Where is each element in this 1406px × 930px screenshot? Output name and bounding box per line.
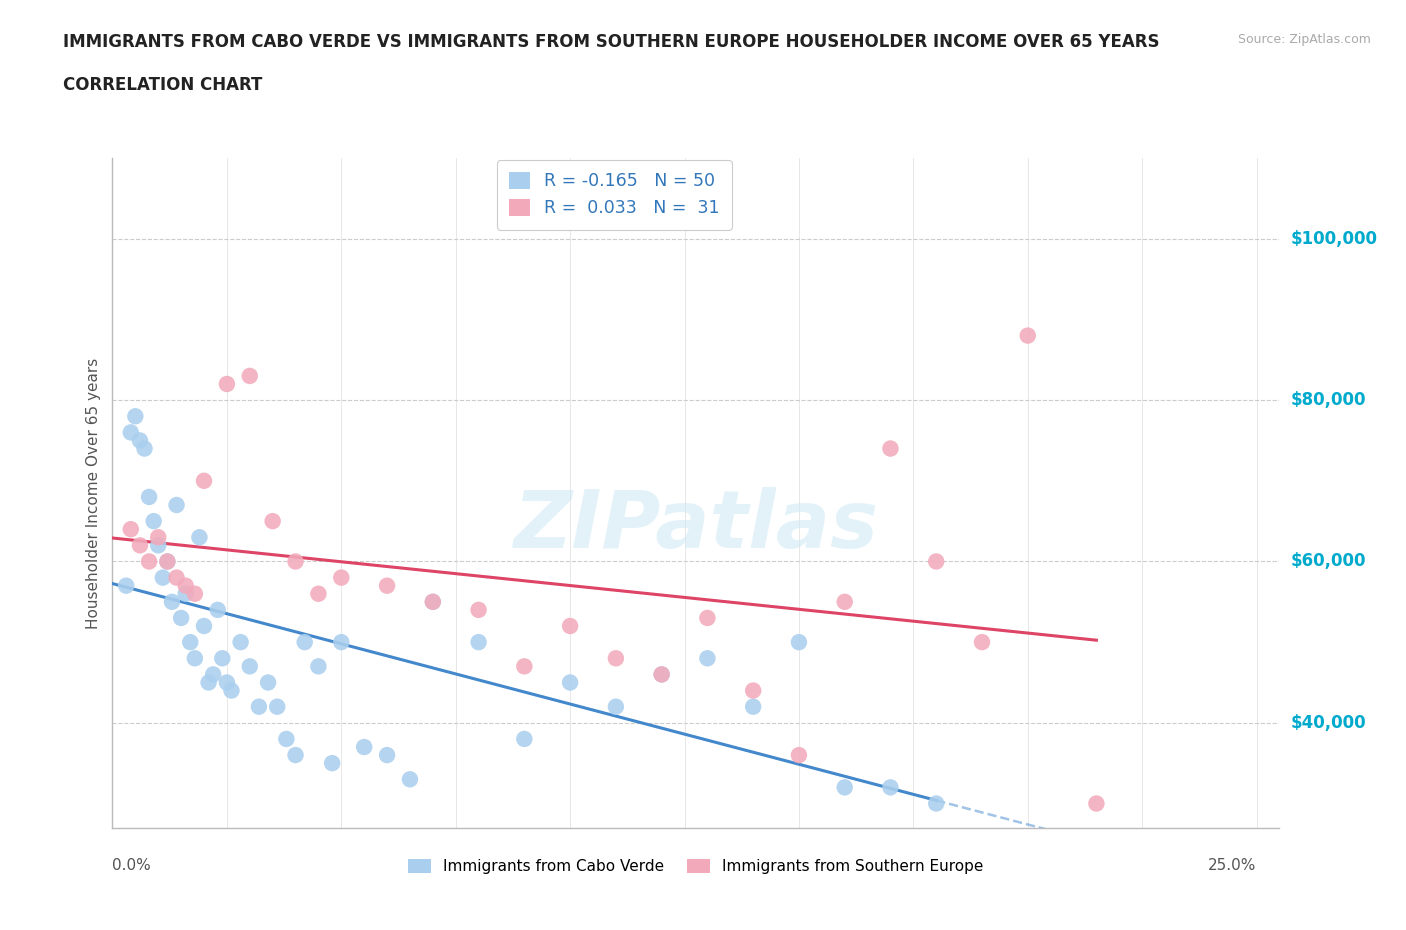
Point [422,594,444,609]
Point [742,699,765,714]
Point [129,538,152,552]
Point [375,578,398,593]
Point [129,433,152,448]
Point [148,530,170,545]
Point [193,473,215,488]
Point [266,699,288,714]
Point [215,377,238,392]
Point [375,748,398,763]
Point [513,732,536,747]
Point [207,603,229,618]
Text: Source: ZipAtlas.com: Source: ZipAtlas.com [1237,33,1371,46]
Point [467,634,489,649]
Point [197,675,219,690]
Point [247,699,270,714]
Point [353,739,375,754]
Point [879,441,901,456]
Point [742,684,765,698]
Point [142,513,165,528]
Point [651,667,673,682]
Point [307,586,329,601]
Point [307,659,329,674]
Point [148,538,170,552]
Y-axis label: Householder Income Over 65 years: Householder Income Over 65 years [86,357,101,629]
Point [651,667,673,682]
Text: $80,000: $80,000 [1291,392,1367,409]
Text: 0.0%: 0.0% [112,858,152,873]
Point [202,667,225,682]
Point [605,651,627,666]
Point [174,578,197,593]
Point [787,748,810,763]
Point [787,634,810,649]
Legend: Immigrants from Cabo Verde, Immigrants from Southern Europe: Immigrants from Cabo Verde, Immigrants f… [402,853,990,881]
Point [262,513,284,528]
Point [221,684,243,698]
Point [696,651,718,666]
Text: $40,000: $40,000 [1291,714,1367,732]
Point [156,554,179,569]
Point [879,780,901,795]
Point [120,522,142,537]
Point [467,603,489,618]
Point [179,634,201,649]
Point [170,610,193,625]
Point [184,651,207,666]
Point [257,675,280,690]
Text: CORRELATION CHART: CORRELATION CHART [63,76,263,94]
Point [156,554,179,569]
Point [174,586,197,601]
Point [188,530,211,545]
Point [120,425,142,440]
Point [211,651,233,666]
Point [166,570,188,585]
Point [558,618,581,633]
Point [925,796,948,811]
Point [970,634,993,649]
Point [1085,796,1108,811]
Point [330,570,353,585]
Point [925,554,948,569]
Point [696,610,718,625]
Point [184,586,207,601]
Point [138,554,160,569]
Point [239,659,262,674]
Point [134,441,156,456]
Point [513,659,536,674]
Point [294,634,316,649]
Point [152,570,174,585]
Text: $60,000: $60,000 [1291,552,1367,570]
Point [330,634,353,649]
Text: ZIPatlas: ZIPatlas [513,487,879,565]
Point [124,409,146,424]
Point [115,578,138,593]
Point [605,699,627,714]
Point [284,748,307,763]
Text: IMMIGRANTS FROM CABO VERDE VS IMMIGRANTS FROM SOUTHERN EUROPE HOUSEHOLDER INCOME: IMMIGRANTS FROM CABO VERDE VS IMMIGRANTS… [63,33,1160,50]
Text: $100,000: $100,000 [1291,230,1378,247]
Point [399,772,422,787]
Point [834,594,856,609]
Point [558,675,581,690]
Point [276,732,298,747]
Point [834,780,856,795]
Point [215,675,238,690]
Point [1017,328,1039,343]
Point [422,594,444,609]
Point [193,618,215,633]
Point [229,634,252,649]
Point [160,594,183,609]
Point [138,489,160,504]
Point [321,756,343,771]
Point [166,498,188,512]
Point [239,368,262,383]
Text: 25.0%: 25.0% [1208,858,1257,873]
Point [284,554,307,569]
